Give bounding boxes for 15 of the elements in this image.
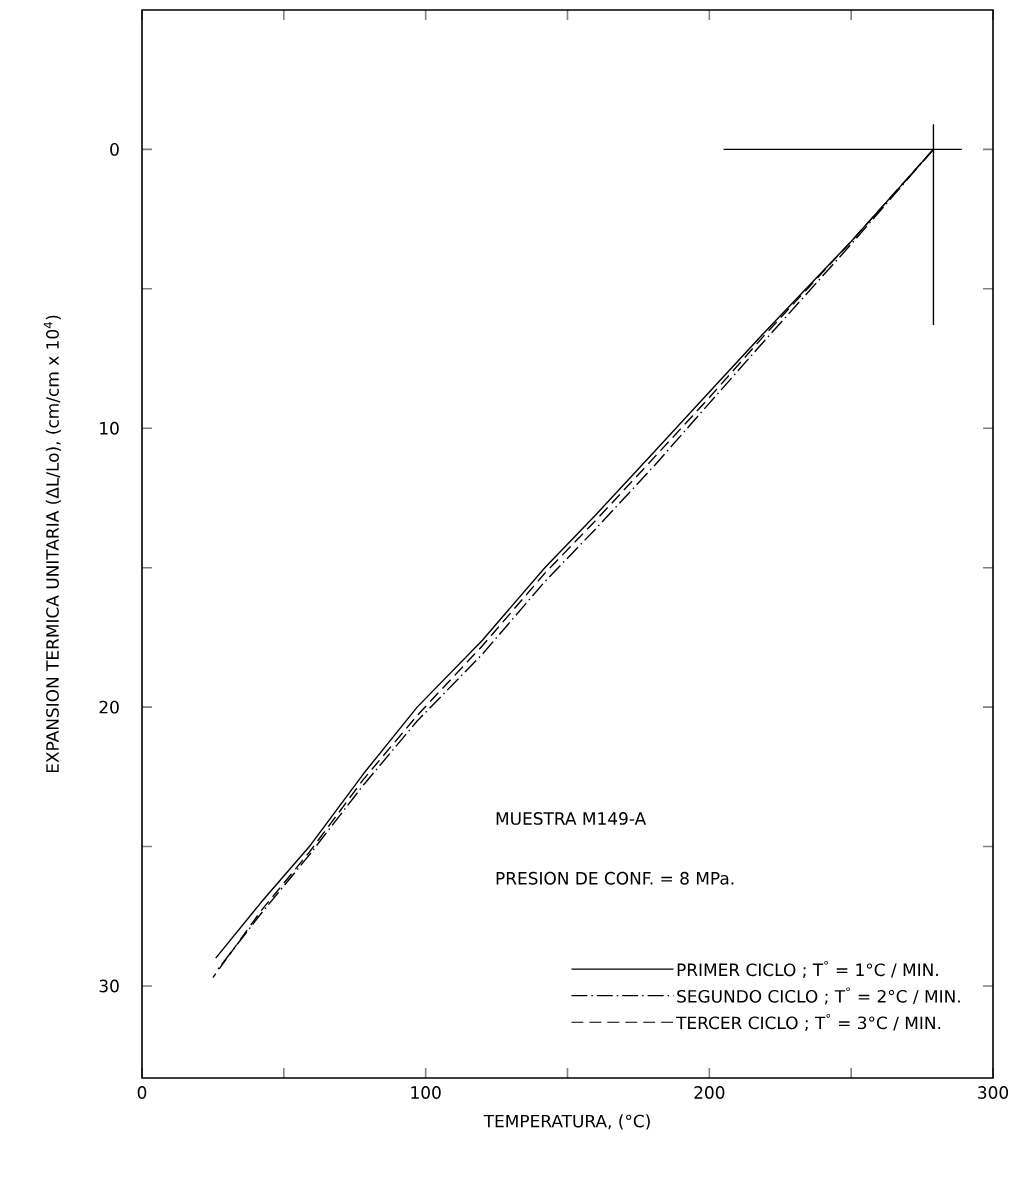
- x-tick-label: 300: [978, 1086, 1009, 1099]
- y-tick-label: 10: [100, 421, 119, 435]
- y-tick-label: 0: [110, 142, 119, 156]
- text: SEGUNDO CICLO ; T$^{°}$ = 2°C / MIN.: [677, 987, 960, 1005]
- x-tick-label: 100: [411, 1086, 441, 1099]
- x-tick-label: 0: [137, 1086, 147, 1099]
- text: TERCER CICLO ; T$^{°}$ = 3°C / MIN.: [676, 1013, 941, 1031]
- x-tick-label: 200: [694, 1086, 725, 1099]
- y-tick-label: 30: [99, 979, 119, 993]
- text: PRIMER CICLO ; T$^{°}$ = 1°C / MIN.: [677, 960, 938, 978]
- annotation: MUESTRA M149-A: [496, 812, 647, 825]
- annotation: PRESION DE CONF. = 8 MPa.: [496, 871, 734, 885]
- y-axis-title: EXPANSION TERMICA UNITARIA (ΔL/Lo), (cm/cm x 10$^{4}$): [43, 315, 61, 773]
- y-tick-label: 20: [99, 700, 119, 714]
- x-axis-title: TEMPERATURA, (°C): [483, 1114, 650, 1130]
